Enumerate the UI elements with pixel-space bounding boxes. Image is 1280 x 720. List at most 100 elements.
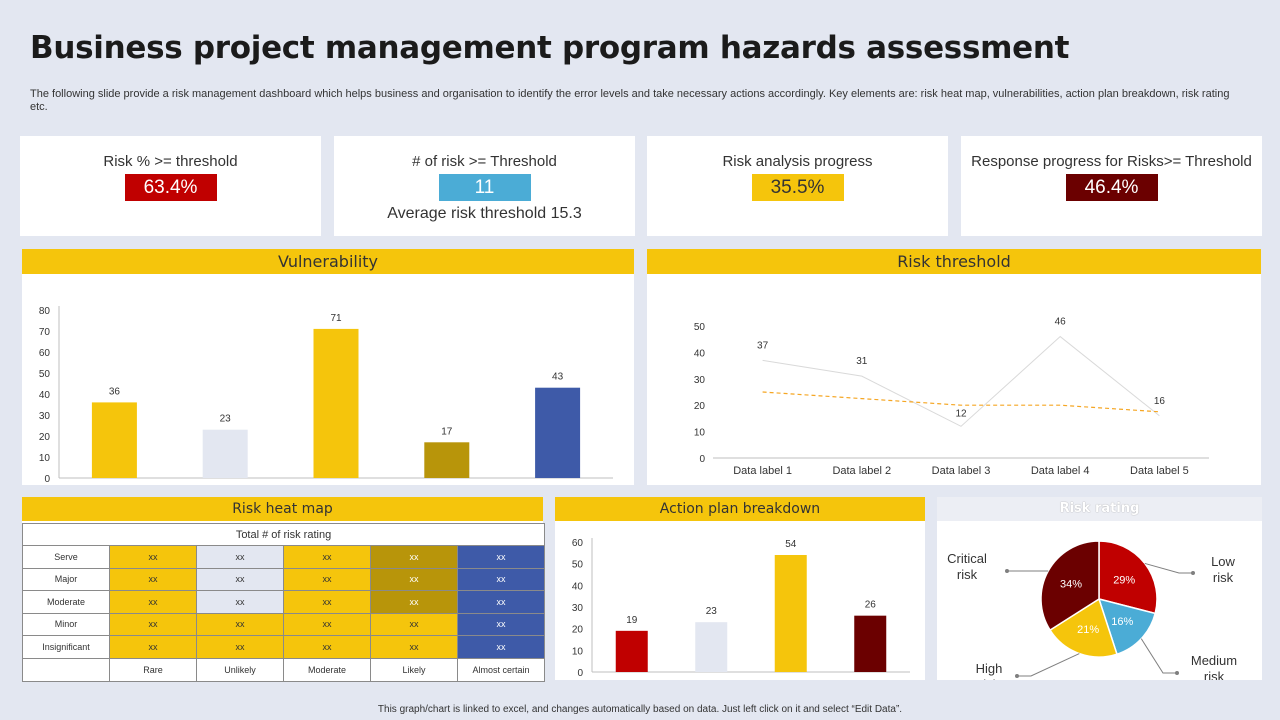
x-tick-label: Data label 5 (1130, 465, 1189, 477)
y-tick-label: 0 (699, 454, 705, 465)
kpi-label: Risk % >= threshold (103, 153, 238, 170)
risk-threshold-panel: Risk threshold 0 10 20 30 40 50 Data label 1 Da… (647, 249, 1261, 485)
heat-map-column-label: Almost certain (457, 657, 545, 682)
x-tick-label: TBD (859, 679, 881, 680)
bar (313, 328, 359, 478)
leader-dot (1175, 671, 1179, 675)
heat-map-row-label: Major (22, 567, 110, 591)
bar (91, 402, 137, 478)
y-tick-label: 30 (694, 375, 706, 386)
point-value-label: 12 (955, 408, 967, 419)
leader-line (1140, 638, 1177, 674)
heat-map-cell: xx (109, 635, 197, 659)
bar (535, 387, 581, 478)
action-plan-chart: 0 10 20 30 40 50 60 19 Preferred 23 Implemented 54 P… (572, 538, 910, 691)
y-tick-label: 20 (39, 432, 51, 443)
x-tick-label: Data label 4 (1031, 465, 1090, 477)
heat-map-column-label: Likely (370, 657, 458, 682)
bar (695, 622, 728, 672)
kpi-label: # of risk >= Threshold (412, 153, 557, 170)
heat-map-cell: xx (370, 635, 458, 659)
heat-map-header: Risk heat map (22, 497, 543, 521)
point-value-label: 37 (757, 340, 769, 351)
vulnerability-header: Vulnerability (22, 249, 634, 274)
heat-map-cell: xx (283, 545, 371, 569)
x-tick-label: Preferred (609, 679, 655, 680)
heat-map-column-label: Rare (109, 657, 197, 682)
heat-map-row: Serve xx xx xx xx xx (22, 545, 545, 569)
heat-map-cell: xx (196, 612, 284, 636)
bar-value-label: 43 (552, 372, 564, 383)
pie-callout-label: High (976, 661, 1003, 676)
heat-map-row: Major xx xx xx xx xx (22, 567, 545, 591)
heat-map-cell: xx (283, 635, 371, 659)
leader-dot (1015, 674, 1019, 678)
kpi-card-risk-percent: Risk % >= threshold 63.4% (20, 136, 321, 236)
heat-map-cell: xx (109, 545, 197, 569)
x-tick-label: Data label 2 (832, 465, 891, 477)
heat-map-cell: xx (457, 545, 545, 569)
pie-callout-label: risk (979, 677, 1000, 680)
kpi-card-risk-count: # of risk >= Threshold 11 Average risk t… (334, 136, 635, 236)
leader-line (1017, 653, 1080, 677)
heat-map-cell: xx (109, 612, 197, 636)
heat-map-cell: xx (196, 635, 284, 659)
pie-callout-label: risk (1213, 570, 1234, 585)
y-tick-label: 50 (694, 322, 706, 333)
kpi-card-response-progress: Response progress for Risks>= Threshold … (961, 136, 1262, 236)
heat-map-table: Total # of risk rating Serve xx xx xx xx xx Maj… (22, 523, 545, 682)
kpi-value-badge: 46.4% (1065, 174, 1158, 201)
kpi-value-badge: 11 (438, 174, 531, 201)
heat-map-row-label: Serve (22, 545, 110, 569)
pie-value-label: 16% (1111, 616, 1133, 628)
y-tick-label: 50 (39, 369, 51, 380)
bar-value-label: 23 (706, 606, 718, 617)
heat-map-row-label: Minor (22, 612, 110, 636)
pie-callout-label: risk (957, 567, 978, 582)
vulnerability-panel: Vulnerability 0102030405060708036Data la… (22, 249, 634, 497)
y-tick-label: 40 (572, 581, 584, 592)
bar-value-label: 54 (785, 539, 797, 550)
y-tick-label: 0 (44, 474, 50, 485)
point-value-label: 31 (856, 356, 868, 367)
x-tick-label: Data label 1 (733, 465, 792, 477)
heat-map-row: Moderate xx xx xx xx xx (22, 590, 545, 614)
risk-rating-header: Risk rating (937, 497, 1262, 521)
pie-callout-label: Medium (1191, 653, 1237, 668)
heat-map-caption: Total # of risk rating (22, 523, 545, 546)
x-tick-label: Data label 3 (932, 465, 991, 477)
heat-map-cell: xx (283, 612, 371, 636)
pie-slice (1048, 597, 1118, 658)
pie-slice (1098, 540, 1158, 615)
heat-map-row-label: Insignificant (22, 635, 110, 659)
bar-value-label: 19 (626, 615, 638, 626)
heat-map-row-label: Moderate (22, 590, 110, 614)
bar-value-label: 36 (109, 386, 121, 397)
series-line-2 (762, 391, 1160, 413)
pie-value-label: 29% (1113, 574, 1135, 586)
point-value-label: 16 (1154, 396, 1166, 407)
heat-map-cell: xx (283, 567, 371, 591)
y-tick-label: 30 (39, 411, 51, 422)
kpi-value-badge: 35.5% (751, 174, 844, 201)
heat-map-cell: xx (370, 545, 458, 569)
risk-rating-chart: 29%16%21%34%CriticalriskLowriskHighriskM… (947, 540, 1237, 692)
heat-map-cell: xx (196, 590, 284, 614)
risk-threshold-header: Risk threshold (647, 249, 1261, 274)
heat-map-cell: xx (457, 567, 545, 591)
bar-value-label: 26 (865, 600, 877, 611)
y-tick-label: 60 (572, 538, 584, 549)
bar (615, 630, 648, 672)
heat-map-cell: xx (457, 635, 545, 659)
y-tick-label: 30 (572, 603, 584, 614)
pie-callout-label: Critical (947, 551, 987, 566)
bar (424, 442, 470, 478)
kpi-label: Response progress for Risks>= Threshold (971, 153, 1252, 170)
pie-callout-label: risk (1204, 669, 1225, 680)
footer-note: This graph/chart is linked to excel, and… (377, 704, 903, 715)
y-tick-label: 60 (39, 348, 51, 359)
page-subtitle: The following slide provide a risk manag… (30, 88, 1230, 113)
y-tick-label: 40 (694, 348, 706, 359)
heat-map-column-label: Unlikely (196, 657, 284, 682)
bar-value-label: 23 (220, 414, 232, 425)
